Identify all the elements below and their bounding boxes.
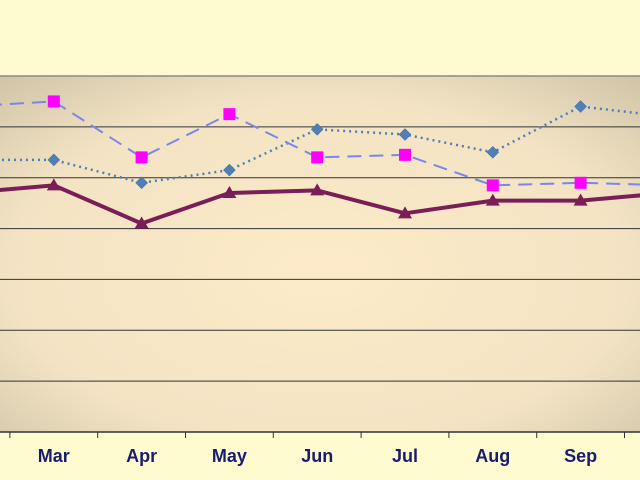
data-point-triangle — [134, 216, 149, 229]
data-point-square — [223, 108, 236, 121]
data-point-diamond — [398, 128, 412, 141]
data-point-square — [311, 151, 324, 164]
x-axis-ticks — [9, 432, 625, 438]
series-line-1 — [0, 105, 640, 185]
data-point-diamond — [223, 163, 236, 177]
x-tick-label: Jul — [392, 446, 418, 466]
data-point-diamond — [310, 123, 324, 136]
x-axis-labels: Mar Apr May Jun Jul Aug Sep — [38, 446, 597, 466]
data-point-square — [47, 95, 60, 108]
plot-area — [0, 76, 640, 432]
data-point-diamond — [135, 176, 148, 190]
data-point-triangle — [485, 193, 500, 206]
data-point-triangle — [222, 185, 237, 198]
x-tick-label: Aug — [475, 446, 510, 466]
series-layer — [0, 95, 640, 229]
data-point-square — [135, 151, 148, 164]
x-tick-label: May — [212, 446, 247, 466]
data-point-square — [399, 148, 411, 161]
x-tick-label: Jun — [301, 446, 333, 466]
x-tick-label: Mar — [38, 446, 70, 466]
data-point-square — [486, 179, 499, 192]
x-tick-label: Apr — [126, 446, 157, 466]
data-point-triangle — [398, 206, 412, 219]
data-point-diamond — [47, 153, 61, 167]
data-point-triangle — [573, 193, 588, 206]
x-tick-label: Sep — [564, 446, 597, 466]
data-point-square — [574, 176, 587, 189]
data-point-diamond — [486, 145, 500, 159]
data-point-triangle — [310, 183, 325, 196]
data-point-diamond — [574, 100, 587, 113]
data-point-triangle — [46, 178, 61, 191]
